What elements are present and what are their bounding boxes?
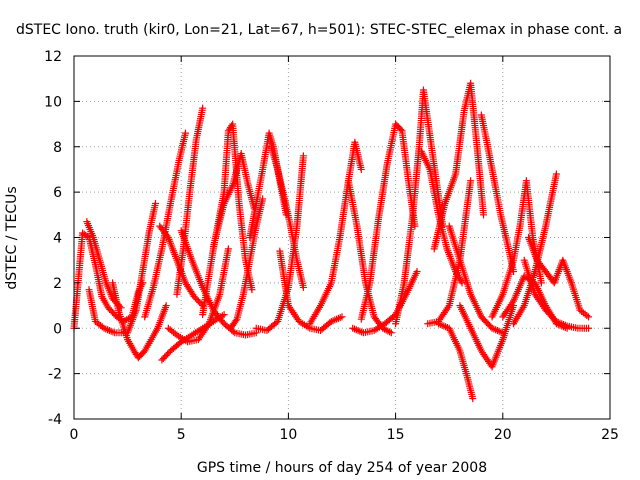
data-point — [357, 165, 365, 173]
data-point — [224, 245, 232, 253]
data-series — [525, 234, 593, 321]
data-points — [70, 79, 593, 403]
y-tick-label: 10 — [44, 94, 62, 110]
data-point — [397, 126, 405, 134]
data-series — [141, 129, 189, 321]
y-tick-label: 0 — [53, 321, 62, 337]
data-series — [109, 279, 170, 362]
y-tick-label: 12 — [44, 49, 62, 65]
data-point — [585, 313, 593, 321]
data-series — [85, 199, 159, 337]
data-point — [386, 328, 394, 336]
y-tick-label: -2 — [48, 367, 62, 383]
data-series — [434, 320, 477, 403]
chart-title: dSTEC Iono. truth (kir0, Lon=21, Lat=67,… — [16, 22, 622, 38]
y-tick-label: 4 — [53, 231, 62, 247]
y-tick-label: 2 — [53, 276, 62, 292]
x-tick-label: 15 — [387, 427, 405, 443]
data-point — [480, 211, 488, 219]
data-series — [349, 268, 421, 337]
x-tick-label: 25 — [601, 427, 619, 443]
data-series — [510, 170, 560, 328]
y-tick-label: -4 — [48, 412, 62, 428]
data-point — [181, 129, 189, 137]
axis-ticks: 0 5 10 15 20 25 -4 -2 0 2 4 6 8 10 12 — [44, 49, 619, 443]
data-point — [248, 286, 256, 294]
data-series — [430, 79, 488, 253]
data-point — [537, 279, 545, 287]
data-series — [199, 120, 256, 319]
y-tick-label: 8 — [53, 140, 62, 156]
data-series — [392, 86, 447, 328]
data-point — [413, 268, 421, 276]
data-point — [162, 302, 170, 310]
data-point — [232, 317, 240, 325]
x-tick-label: 5 — [177, 427, 186, 443]
y-tick-label: 6 — [53, 185, 62, 201]
data-point — [98, 323, 106, 331]
data-point — [467, 177, 475, 185]
data-point — [563, 324, 571, 332]
data-series — [499, 272, 571, 332]
data-series — [456, 302, 518, 371]
data-point — [469, 395, 477, 403]
data-point — [552, 170, 560, 178]
x-tick-label: 20 — [494, 427, 512, 443]
data-point — [163, 232, 171, 240]
data-point — [151, 199, 159, 207]
data-point — [299, 152, 307, 160]
data-series — [173, 104, 207, 298]
y-axis-label: dSTEC / TECUs — [4, 186, 20, 289]
data-point — [458, 279, 466, 287]
data-series — [227, 195, 267, 332]
data-series — [445, 222, 507, 337]
data-point — [220, 311, 228, 319]
data-series — [477, 111, 518, 276]
data-series — [209, 150, 258, 251]
data-point — [387, 329, 395, 337]
data-point — [171, 330, 179, 338]
data-series — [344, 177, 395, 337]
data-series — [276, 247, 346, 335]
x-tick-label: 10 — [279, 427, 297, 443]
x-axis-label: GPS time / hours of day 254 of year 2008 — [197, 460, 487, 476]
data-point — [338, 313, 346, 321]
data-point — [583, 312, 591, 320]
x-tick-label: 0 — [70, 427, 79, 443]
data-point — [199, 104, 207, 112]
data-point — [585, 324, 593, 332]
data-point — [299, 283, 307, 291]
